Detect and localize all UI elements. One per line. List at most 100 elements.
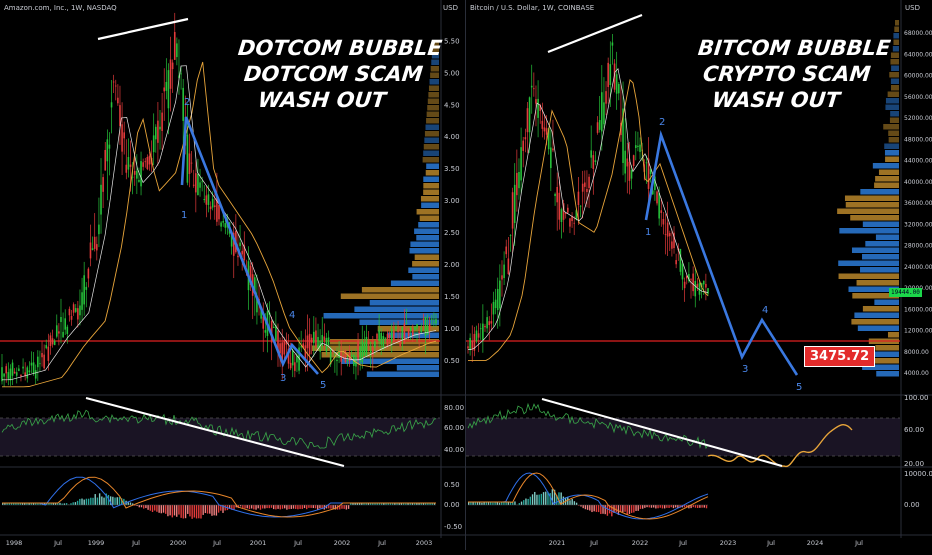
btc-rsi-tick: 60.00 [904,426,924,434]
amzn-wave-label: 4 [289,310,295,321]
amzn-wave-label: 5 [320,380,326,391]
btc-macd-hist [591,505,592,512]
amzn-candle [343,356,345,357]
amzn-macd-hist [341,505,342,509]
btc-y-tick: 16000.00 [904,306,932,313]
btc-macd-hist [543,492,544,505]
btc-volume-bar [875,176,899,182]
btc-candle [493,302,495,315]
btc-candle [525,137,527,139]
btc-macd-hist [481,503,482,505]
amzn-macd-hist [315,505,316,508]
amzn-candle [393,331,395,342]
amzn-candle [67,327,69,334]
btc-candle [497,289,499,310]
amzn-candle [12,363,14,376]
btc-macd-hist [523,500,524,505]
btc-y-tick: 36000.00 [904,200,932,207]
amzn-candle [210,207,212,210]
btc-candle [552,148,554,150]
amzn-macd-hist [242,505,243,508]
btc-candle [605,91,607,104]
amzn-candle [357,341,359,361]
amzn-volume-bar [367,372,439,378]
amzn-candle [69,309,71,315]
btc-candle [637,146,639,147]
btc-candle [531,86,533,88]
btc-candle [559,193,561,220]
amzn-candle [307,336,309,349]
amzn-candle [359,347,361,361]
btc-rsi-tick: 100.00 [904,394,929,402]
btc-candle [542,121,544,129]
amzn-macd-hist [304,505,305,508]
btc-candle [482,324,484,340]
last-price-badge: 19444.00 [889,288,922,297]
btc-y-tick: 8000.00 [904,349,929,356]
btc-candle [635,145,637,148]
btc-volume-bar [888,332,899,338]
amzn-candle [134,171,136,175]
amzn-candle [136,171,138,179]
btc-candle [699,283,701,295]
btc-macd-hist [589,505,590,511]
btc-y-tick: 64000.00 [904,51,932,58]
amzn-macd-hist [95,494,96,505]
btc-x-tick: 2021 [549,539,566,547]
btc-candle [584,182,586,186]
btc-macd-hist [638,505,639,511]
btc-volume-bar [885,105,899,111]
amzn-macd-hist [101,496,102,505]
amzn-macd-hist [198,505,199,518]
amzn-candle [56,325,58,336]
amzn-candle [408,328,410,336]
amzn-macd-hist [202,505,203,515]
amzn-macd-hist [161,505,162,513]
btc-candle [599,120,601,130]
amzn-candle [115,86,117,87]
btc-macd-hist [655,505,656,508]
btc-candle [527,108,529,132]
amzn-candle [90,242,92,258]
amzn-candle [161,113,163,131]
amzn-candle [144,161,146,162]
btc-top-trendline [548,15,642,52]
amzn-candle [395,326,397,329]
btc-candle [484,326,486,327]
btc-volume-bar [879,170,899,176]
amzn-volume-bar [341,294,439,300]
btc-volume-bar [890,118,899,124]
amzn-candle [73,304,75,312]
amzn-candle [412,329,414,336]
amzn-candle [391,329,393,341]
amzn-macd-hist [269,505,270,508]
amzn-macd-hist [211,505,212,516]
amzn-volume-bar [412,274,439,280]
amzn-candle [22,367,24,369]
amzn-candle [174,32,176,60]
amzn-candle [62,332,64,337]
btc-volume-bar [851,319,899,325]
btc-volume-bar [893,33,899,39]
amzn-candle [176,43,178,57]
amzn-title: Amazon.com, Inc., 1W, NASDAQ [4,4,117,12]
amzn-macd-hist [330,505,331,509]
amzn-candle [368,342,370,344]
amzn-candle [220,222,222,226]
amzn-macd-hist [180,505,181,518]
amzn-macd-hist [174,505,175,515]
btc-candle [514,185,516,223]
amzn-candle [336,360,338,361]
btc-candle [646,162,648,163]
amzn-volume-bar [426,118,439,124]
amzn-macd-hist [141,505,142,507]
amzn-macd-hist [187,505,188,514]
amzn-macd-hist [86,499,87,505]
btc-macd-hist [477,502,478,505]
amzn-candle [273,327,275,328]
amzn-y-tick: 3.50 [444,165,460,173]
amzn-macd-hist [308,505,309,508]
btc-candle [663,219,665,224]
amzn-macd-hist [103,498,104,505]
